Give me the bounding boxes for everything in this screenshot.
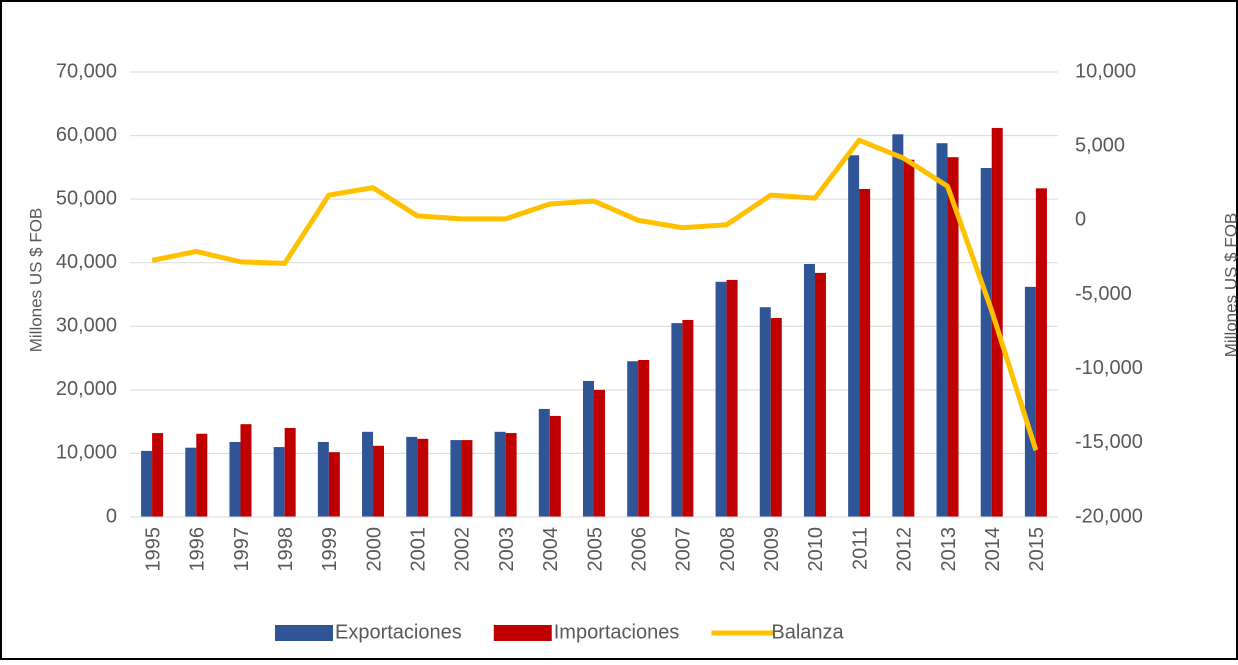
y2-tick-label: -5,000 bbox=[1075, 283, 1132, 305]
bar bbox=[726, 279, 738, 517]
bar bbox=[627, 361, 639, 517]
bar bbox=[317, 441, 329, 517]
bar bbox=[638, 359, 650, 517]
bar bbox=[848, 155, 860, 517]
bar bbox=[814, 272, 826, 517]
x-tick-label: 2003 bbox=[496, 527, 518, 572]
line bbox=[151, 137, 1039, 452]
bar bbox=[417, 438, 429, 517]
bar bbox=[461, 440, 473, 517]
bar bbox=[505, 433, 517, 517]
bar bbox=[671, 323, 683, 517]
y2-tick-label: 0 bbox=[1075, 209, 1086, 231]
bar bbox=[494, 431, 506, 517]
legend-swatch bbox=[493, 625, 552, 641]
bar bbox=[141, 450, 153, 517]
x-tick-label: 1999 bbox=[319, 527, 341, 572]
x-tick-label: 2007 bbox=[673, 527, 695, 572]
bar bbox=[682, 319, 694, 517]
bar bbox=[406, 436, 418, 517]
x-tick-label: 1996 bbox=[187, 527, 209, 572]
bar bbox=[759, 307, 771, 517]
bar bbox=[549, 415, 561, 517]
bar bbox=[770, 318, 782, 517]
bar bbox=[538, 408, 550, 517]
bar bbox=[594, 389, 605, 517]
y-tick-label: 40,000 bbox=[56, 251, 117, 273]
bar bbox=[196, 433, 208, 517]
y-axis-title: Millones US $ FOB bbox=[26, 208, 45, 353]
y-tick-label: 10,000 bbox=[56, 442, 117, 464]
bar bbox=[803, 263, 815, 517]
x-tick-label: 2004 bbox=[540, 527, 562, 572]
bar bbox=[1024, 286, 1036, 517]
bar bbox=[328, 452, 340, 517]
x-tick-label: 1995 bbox=[142, 527, 164, 572]
bar bbox=[1035, 188, 1047, 518]
x-tick-label: 2015 bbox=[1026, 527, 1048, 572]
x-tick-label: 2009 bbox=[761, 527, 783, 572]
bar bbox=[185, 447, 197, 517]
x-tick-label: 2005 bbox=[584, 527, 606, 572]
bar bbox=[583, 380, 594, 517]
y2-tick-label: 10,000 bbox=[1075, 60, 1136, 82]
y-tick-label: 50,000 bbox=[56, 187, 117, 209]
y2-tick-label: -15,000 bbox=[1075, 431, 1143, 453]
bar bbox=[947, 157, 959, 517]
bar bbox=[859, 188, 871, 517]
bar bbox=[284, 428, 296, 517]
bar bbox=[152, 433, 164, 517]
legend-label: Exportaciones bbox=[335, 621, 462, 643]
bar bbox=[373, 445, 385, 517]
y-tick-label: 20,000 bbox=[56, 378, 117, 400]
x-tick-label: 2010 bbox=[805, 527, 827, 572]
bar bbox=[229, 441, 241, 517]
y-tick-label: 70,000 bbox=[56, 60, 117, 82]
x-tick-label: 1997 bbox=[231, 527, 253, 572]
bar bbox=[980, 167, 992, 517]
y2-tick-label: -10,000 bbox=[1075, 357, 1143, 379]
x-tick-label: 2011 bbox=[849, 527, 871, 570]
bar bbox=[240, 424, 252, 517]
x-tick-label: 2006 bbox=[628, 527, 650, 572]
x-tick-label: 2014 bbox=[982, 527, 1004, 572]
y2-tick-label: -20,000 bbox=[1075, 505, 1143, 527]
y-tick-label: 30,000 bbox=[56, 315, 117, 337]
x-tick-label: 2013 bbox=[938, 527, 960, 572]
x-tick-label: 2000 bbox=[363, 527, 385, 572]
x-tick-label: 2012 bbox=[894, 527, 916, 572]
y-tick-label: 0 bbox=[106, 505, 117, 527]
x-tick-label: 2001 bbox=[408, 527, 430, 572]
x-tick-label: 2002 bbox=[452, 527, 474, 572]
legend-label: Importaciones bbox=[554, 621, 680, 643]
bar bbox=[450, 440, 462, 517]
bar bbox=[715, 281, 727, 517]
bar bbox=[892, 134, 904, 518]
bar bbox=[362, 431, 374, 517]
legend-label: Balanza bbox=[771, 621, 844, 643]
y2-axis-title: Millones US $ FOB bbox=[1221, 213, 1238, 358]
x-tick-label: 1998 bbox=[275, 527, 297, 572]
x-tick-label: 2008 bbox=[717, 527, 739, 572]
bar bbox=[903, 159, 915, 517]
y-tick-label: 60,000 bbox=[56, 124, 117, 146]
y2-tick-label: 5,000 bbox=[1075, 134, 1125, 156]
legend-swatch bbox=[275, 625, 333, 641]
bar bbox=[273, 447, 285, 517]
bar bbox=[936, 143, 948, 517]
